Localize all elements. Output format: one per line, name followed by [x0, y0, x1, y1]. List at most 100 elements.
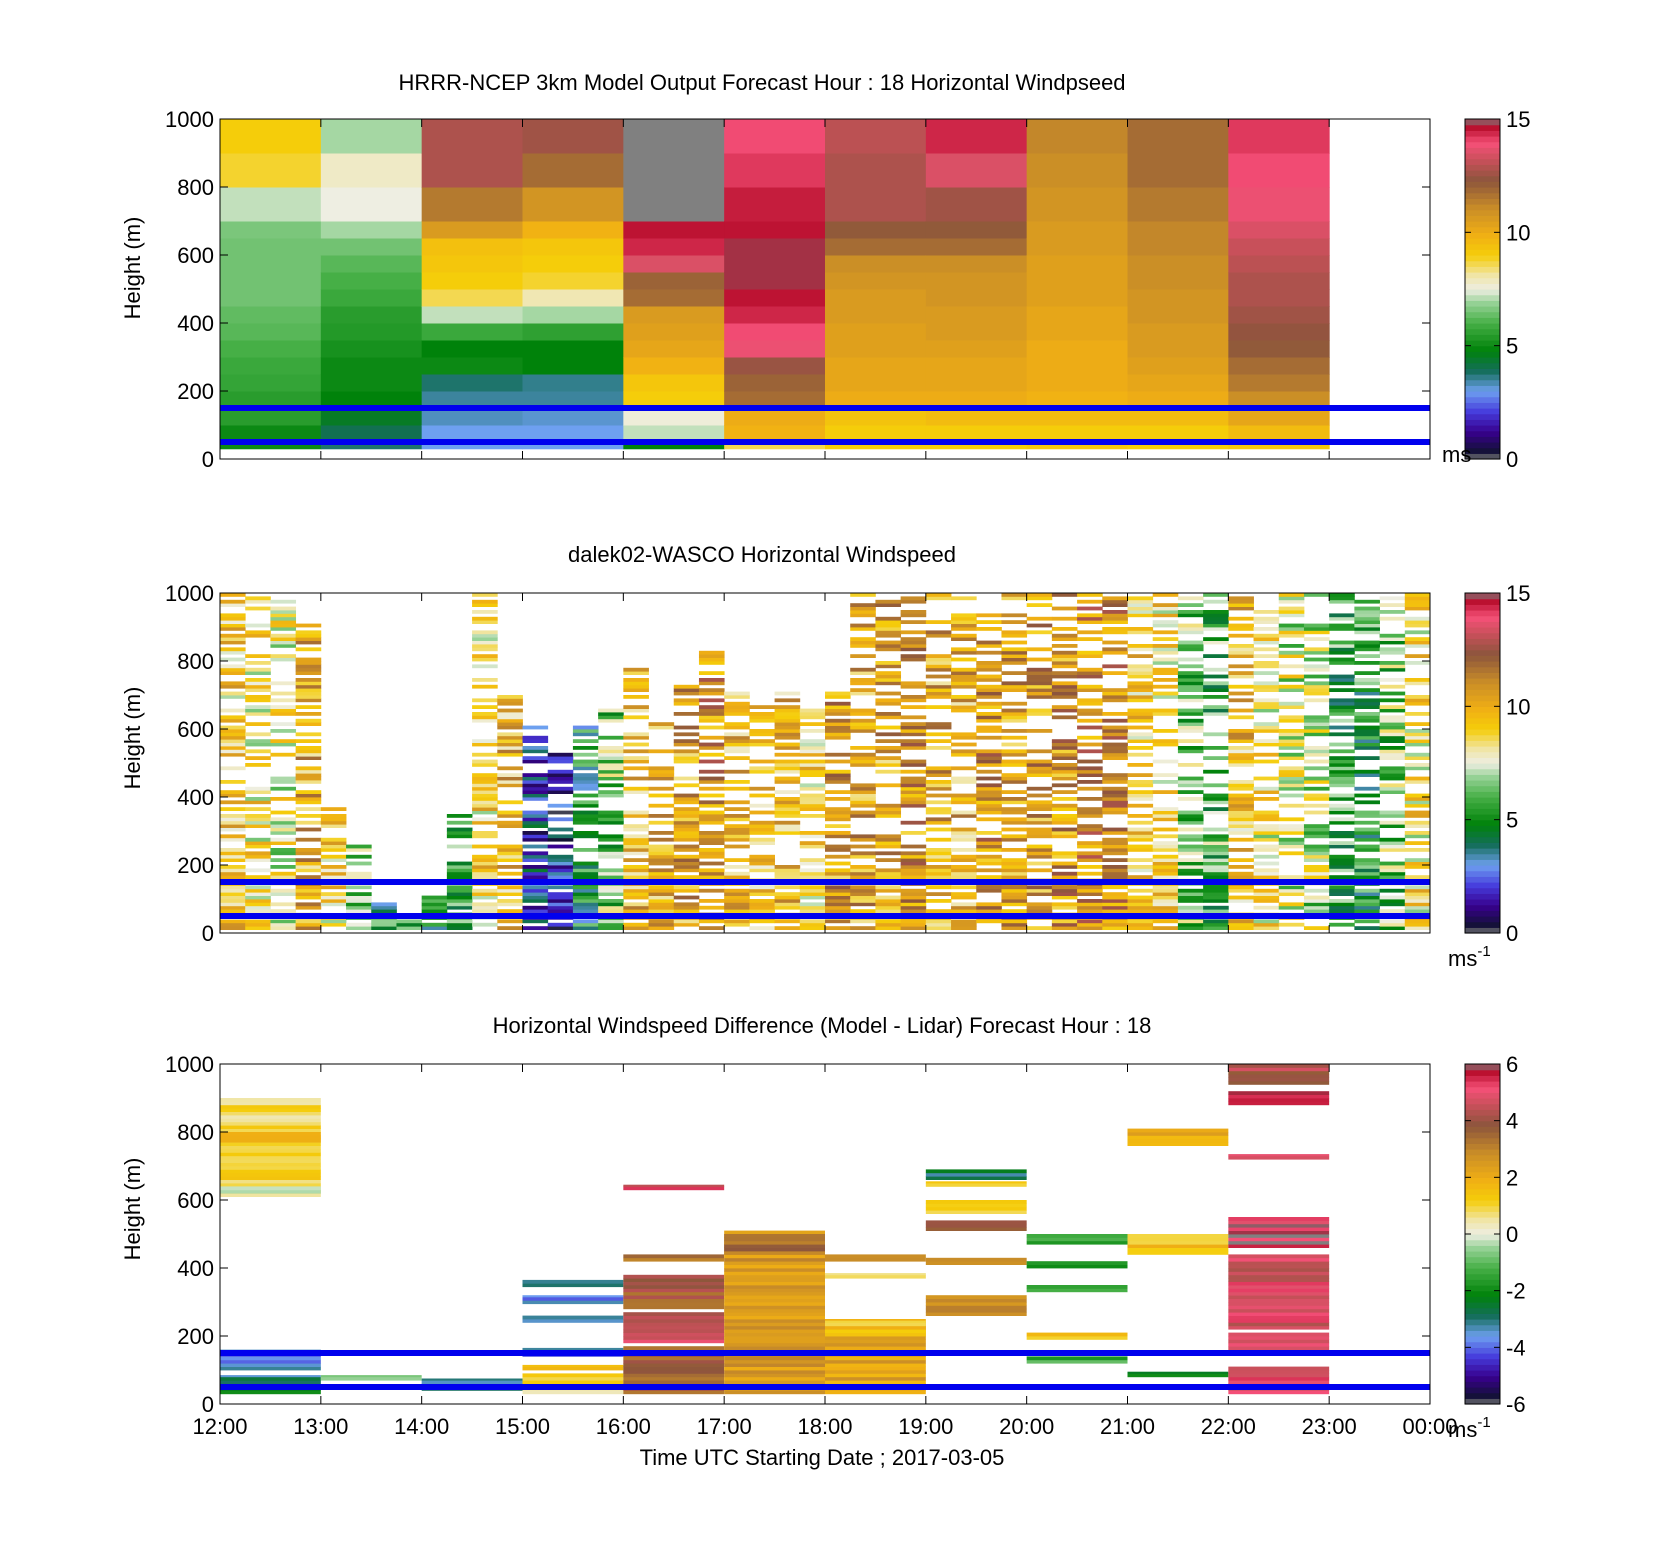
heatmap-cell: [1278, 729, 1305, 733]
heatmap-cell: [623, 289, 725, 307]
heatmap-cell: [1203, 599, 1229, 604]
heatmap-cell: [1102, 895, 1128, 900]
heatmap-cell: [623, 766, 649, 771]
colorbar-swatch: [1465, 865, 1500, 872]
heatmap-cell: [245, 630, 271, 635]
heatmap-cell: [1253, 888, 1280, 893]
heatmap-cell: [1001, 735, 1028, 740]
heatmap-cell: [724, 1342, 825, 1347]
heatmap-cell: [1228, 763, 1254, 767]
heatmap-cell: [1152, 875, 1179, 879]
heatmap-cell: [1203, 841, 1229, 845]
heatmap-cell: [598, 844, 624, 849]
heatmap-cell: [673, 875, 700, 879]
colorbar-swatch: [1465, 672, 1500, 679]
heatmap-cell: [547, 786, 574, 791]
heatmap-cell: [623, 1278, 725, 1282]
heatmap-cell: [951, 671, 977, 675]
heatmap-cell: [850, 892, 876, 896]
heatmap-cell: [724, 922, 750, 927]
heatmap-cell: [1102, 851, 1128, 856]
heatmap-cell: [1177, 725, 1204, 730]
heatmap-cell: [1228, 644, 1254, 648]
heatmap-cell: [673, 868, 700, 873]
heatmap-cell: [1001, 718, 1028, 723]
heatmap-cell: [295, 664, 322, 669]
heatmap-cell: [1026, 630, 1053, 635]
heatmap-cell: [1177, 664, 1204, 669]
heatmap-cell: [1379, 647, 1406, 652]
heatmap-cell: [1278, 783, 1305, 788]
heatmap-cell: [1077, 701, 1103, 706]
heatmap-cell: [598, 837, 624, 842]
heatmap-cell: [900, 725, 927, 730]
heatmap-cell: [220, 752, 246, 757]
heatmap-cell: [472, 742, 498, 747]
heatmap-cell: [1177, 746, 1204, 750]
heatmap-cell: [850, 644, 876, 648]
heatmap-cell: [623, 1281, 725, 1286]
heatmap-cell: [623, 776, 649, 781]
heatmap-cell: [1228, 1091, 1330, 1095]
heatmap-cell: [1102, 691, 1128, 696]
heatmap-cell: [875, 868, 902, 873]
heatmap-cell: [220, 1142, 321, 1146]
heatmap-cell: [1127, 1135, 1229, 1140]
heatmap-cell: [925, 837, 952, 842]
heatmap-cell: [1152, 610, 1179, 614]
heatmap-cell: [799, 763, 826, 767]
heatmap-cell: [1077, 650, 1103, 655]
heatmap-cell: [1152, 678, 1179, 682]
heatmap-cell: [875, 674, 902, 679]
heatmap-cell: [1026, 616, 1053, 621]
heatmap-cell: [976, 919, 1002, 924]
heatmap-cell: [925, 1261, 1027, 1265]
heatmap-cell: [1102, 742, 1128, 747]
heatmap-cell: [1278, 827, 1305, 832]
heatmap-cell: [1253, 684, 1280, 689]
heatmap-cell: [850, 800, 876, 805]
heatmap-cell: [472, 797, 498, 801]
heatmap-cell: [598, 749, 624, 754]
heatmap-cell: [1379, 790, 1406, 794]
heatmap-cell: [1379, 783, 1406, 788]
heatmap-cell: [295, 698, 322, 703]
heatmap-cell: [1026, 861, 1053, 866]
heatmap-cell: [1329, 681, 1355, 686]
heatmap-cell: [1026, 323, 1128, 341]
heatmap-cell: [648, 725, 675, 730]
heatmap-cell: [1379, 633, 1406, 638]
heatmap-cell: [1127, 272, 1229, 290]
heatmap-cell: [245, 851, 271, 856]
heatmap-cell: [497, 888, 523, 893]
heatmap-cell: [1329, 705, 1355, 709]
heatmap-cell: [1354, 820, 1380, 825]
heatmap-cell: [1203, 640, 1229, 645]
heatmap-cell: [1077, 637, 1103, 641]
heatmap-cell: [1077, 814, 1103, 818]
heatmap-cell: [1026, 340, 1128, 358]
heatmap-cell: [1379, 902, 1406, 907]
heatmap-cell: [900, 722, 927, 726]
heatmap-cell: [270, 616, 297, 621]
heatmap-cell: [1051, 708, 1078, 713]
heatmap-cell: [245, 817, 271, 822]
heatmap-cell: [572, 732, 599, 737]
heatmap-cell: [724, 1230, 825, 1235]
colorbar-tick-label: 10: [1506, 220, 1530, 245]
heatmap-cell: [623, 749, 649, 754]
heatmap-cell: [724, 725, 750, 730]
heatmap-cell: [1177, 820, 1204, 825]
heatmap-cell: [1228, 1380, 1330, 1384]
heatmap-cell: [1026, 647, 1053, 652]
heatmap-cell: [497, 800, 523, 805]
heatmap-cell: [1177, 596, 1204, 601]
heatmap-cell: [1379, 705, 1406, 709]
heatmap-cell: [1026, 831, 1053, 835]
heatmap-cell: [245, 739, 271, 743]
heatmap-cell: [421, 425, 523, 443]
heatmap-cell: [1102, 664, 1128, 669]
heatmap-cell: [749, 729, 775, 733]
heatmap-cell: [673, 759, 700, 764]
